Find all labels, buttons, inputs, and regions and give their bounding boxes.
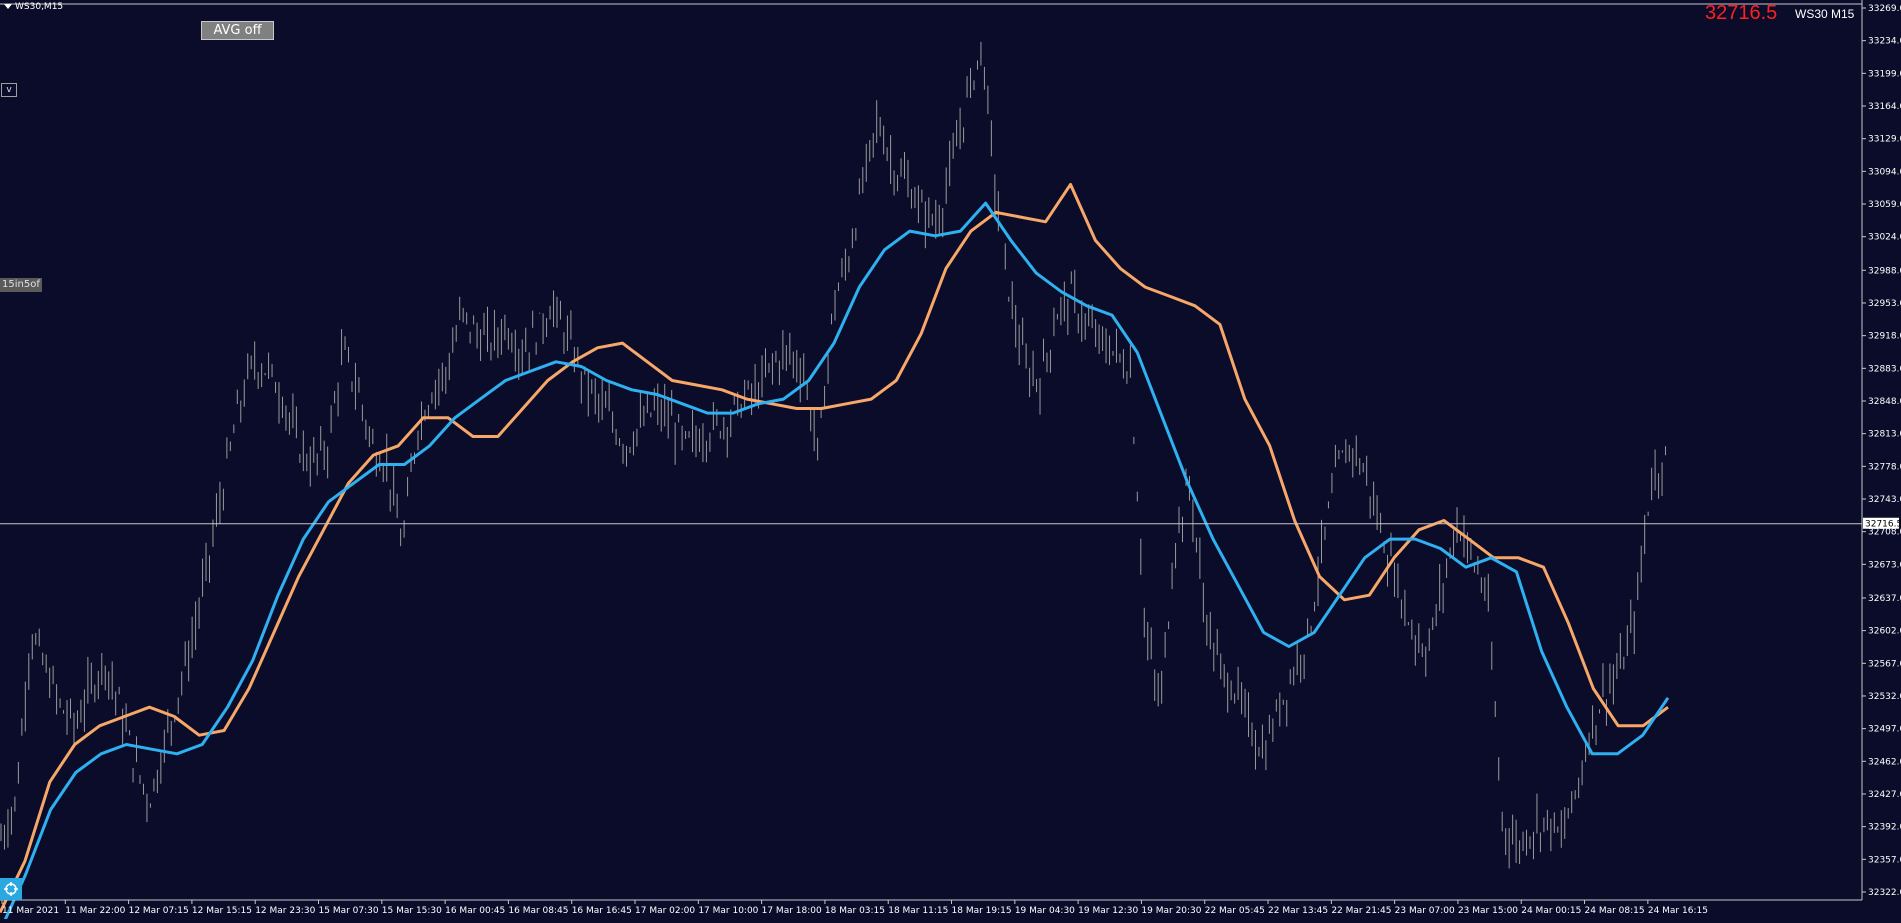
x-tick-label: 17 Mar 10:00 xyxy=(698,906,758,916)
y-tick-label: 32322.0 xyxy=(1868,888,1901,898)
avg-toggle-button[interactable]: AVG off xyxy=(201,21,274,40)
symbol-header-label: WS30,M15 xyxy=(15,2,64,12)
x-tick-label: 23 Mar 15:00 xyxy=(1458,906,1518,916)
current-price-tag-label: 32716.5 xyxy=(1865,520,1901,530)
current-price-tag: 32716.5 xyxy=(1863,517,1901,530)
y-tick-label: 33024.0 xyxy=(1868,233,1901,243)
target-icon xyxy=(4,882,18,896)
candles-group xyxy=(0,41,1667,869)
x-tick-label: 24 Mar 16:15 xyxy=(1648,906,1708,916)
x-tick-label: 22 Mar 21:45 xyxy=(1331,906,1391,916)
y-tick-label: 32532.0 xyxy=(1868,692,1901,702)
y-tick-label: 32392.0 xyxy=(1868,823,1901,833)
symbol-header[interactable]: WS30,M15 xyxy=(4,2,63,12)
y-tick-label: 33094.0 xyxy=(1868,167,1901,177)
x-tick-label: 18 Mar 03:15 xyxy=(825,906,885,916)
moving-averages-group xyxy=(0,182,1670,923)
target-button[interactable] xyxy=(0,878,22,900)
x-tick-label: 24 Mar 08:15 xyxy=(1585,906,1645,916)
x-tick-label: 22 Mar 05:45 xyxy=(1205,906,1265,916)
x-tick-label: 19 Mar 20:30 xyxy=(1141,906,1201,916)
x-tick-label: 18 Mar 11:15 xyxy=(888,906,948,916)
x-axis: 11 Mar 2021 11 Mar 22:00 12 Mar 07:15 12 Ma… xyxy=(1,900,1708,916)
x-tick-label: 18 Mar 19:15 xyxy=(952,906,1012,916)
y-tick-label: 32673.0 xyxy=(1868,560,1901,570)
y-tick-label: 33269.0 xyxy=(1868,4,1901,14)
x-tick-label: 12 Mar 07:15 xyxy=(129,906,189,916)
v-button[interactable]: v xyxy=(1,83,17,97)
x-tick-label: 17 Mar 18:00 xyxy=(762,906,822,916)
y-tick-label: 32462.0 xyxy=(1868,757,1901,767)
indicator-side-label: 15in5of xyxy=(0,278,42,292)
x-tick-label: 11 Mar 22:00 xyxy=(65,906,125,916)
y-tick-label: 33059.0 xyxy=(1868,200,1901,210)
y-tick-label: 32357.0 xyxy=(1868,855,1901,865)
y-tick-label: 32953.0 xyxy=(1868,299,1901,309)
x-tick-label: 12 Mar 23:30 xyxy=(255,906,315,916)
big-price-display: 32716.5 xyxy=(1705,2,1778,24)
x-tick-label: 23 Mar 07:00 xyxy=(1395,906,1455,916)
y-tick-label: 33199.0 xyxy=(1868,69,1901,79)
y-tick-label: 32427.0 xyxy=(1868,790,1901,800)
x-tick-label: 15 Mar 07:30 xyxy=(319,906,379,916)
y-tick-label: 32988.0 xyxy=(1868,266,1901,276)
y-tick-label: 32567.0 xyxy=(1868,659,1901,669)
y-tick-label: 32602.0 xyxy=(1868,627,1901,637)
x-tick-label: 19 Mar 12:30 xyxy=(1078,906,1138,916)
y-tick-label: 32743.0 xyxy=(1868,495,1901,505)
triangle-down-icon xyxy=(4,4,12,9)
y-tick-label: 33234.0 xyxy=(1868,37,1901,47)
x-tick-label: 17 Mar 02:00 xyxy=(635,906,695,916)
symbol-timeframe-label: WS30 M15 xyxy=(1795,7,1855,21)
y-tick-label: 32637.0 xyxy=(1868,594,1901,604)
ma-line-orange xyxy=(0,182,1669,914)
ma-line-blue xyxy=(2,201,1670,923)
x-tick-label: 19 Mar 04:30 xyxy=(1015,906,1075,916)
y-tick-label: 32708.0 xyxy=(1868,528,1901,538)
x-tick-label: 11 Mar 2021 xyxy=(2,906,59,916)
y-tick-label: 32813.0 xyxy=(1868,430,1901,440)
x-tick-label: 24 Mar 00:15 xyxy=(1521,906,1581,916)
y-axis: 33269.0 33234.0 33199.0 33164.0 33129.0 33094… xyxy=(1862,4,1901,898)
y-tick-label: 32848.0 xyxy=(1868,397,1901,407)
y-tick-label: 32883.0 xyxy=(1868,364,1901,374)
x-tick-label: 12 Mar 15:15 xyxy=(192,906,252,916)
y-tick-label: 32778.0 xyxy=(1868,462,1901,472)
y-tick-label: 33164.0 xyxy=(1868,102,1901,112)
x-tick-label: 15 Mar 15:30 xyxy=(382,906,442,916)
y-tick-label: 33129.0 xyxy=(1868,135,1901,145)
x-tick-label: 22 Mar 13:45 xyxy=(1268,906,1328,916)
x-tick-label: 16 Mar 16:45 xyxy=(572,906,632,916)
y-tick-label: 32918.0 xyxy=(1868,332,1901,342)
x-tick-label: 16 Mar 08:45 xyxy=(508,906,568,916)
y-tick-label: 32497.0 xyxy=(1868,725,1901,735)
x-tick-label: 16 Mar 00:45 xyxy=(445,906,505,916)
